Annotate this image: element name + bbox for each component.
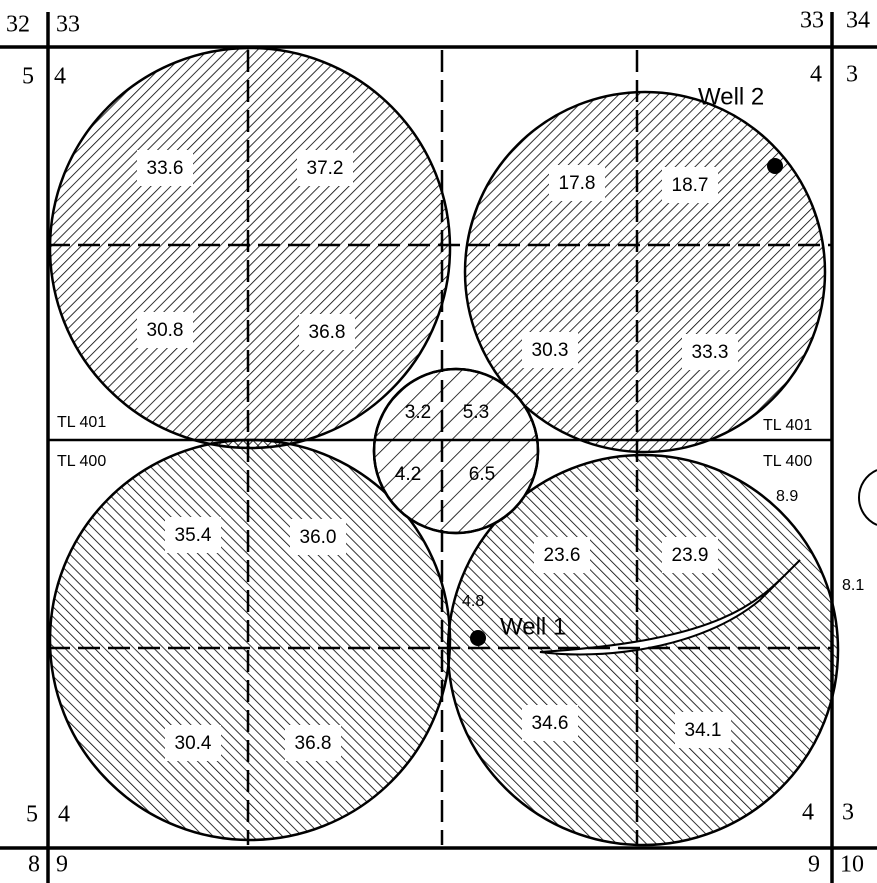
circle (372, 367, 540, 535)
value-box (299, 314, 355, 350)
quadrant-value: 33.6 (147, 158, 184, 179)
section-number: 4 (802, 800, 814, 826)
tract-label: TL 401 (763, 417, 812, 434)
section-number: 8 (28, 852, 40, 878)
quadrant-value: 6.5 (469, 464, 495, 485)
quadrant-value: 17.8 (559, 173, 596, 194)
section-number: 3 (842, 800, 854, 826)
value-box (675, 712, 731, 748)
quadrant-value: 36.8 (295, 733, 332, 754)
quadrant-value: 35.4 (175, 525, 212, 546)
quadrant-value: 3.2 (405, 402, 431, 423)
quadrant-value: 4.2 (395, 464, 421, 485)
section-lines (0, 12, 877, 883)
section-number: 5 (26, 802, 38, 828)
quadrant-value: 23.6 (544, 545, 581, 566)
label-box (760, 415, 830, 437)
section-number: 4 (54, 64, 66, 90)
quadrant-value: 37.2 (307, 158, 344, 179)
quadrant-values: 33.6 37.2 30.8 36.8 17.8 18.7 30.3 33.3 3.2 5.3 4.… (137, 150, 738, 761)
value-box (522, 332, 578, 368)
quadrant-value: 34.6 (532, 713, 569, 734)
well-label: Well 2 (698, 83, 764, 110)
well-label: Well 1 (500, 613, 566, 640)
section-number: 9 (808, 852, 820, 878)
quadrant-value: 33.3 (692, 342, 729, 363)
section-number: 33 (56, 12, 80, 38)
section-number: 33 (800, 8, 824, 34)
area-label: 4.8 (462, 593, 484, 610)
quadrant-value: 18.7 (672, 175, 709, 196)
partial-circle (857, 469, 877, 526)
value-box (165, 517, 221, 553)
value-box (285, 725, 341, 761)
value-box (522, 705, 578, 741)
value-box (534, 537, 590, 573)
tract-label: TL 401 (57, 414, 106, 431)
well-marker (470, 630, 486, 646)
section-number: 34 (846, 8, 870, 34)
quadrant-value: 36.0 (300, 527, 337, 548)
value-box (549, 165, 605, 201)
section-number: 10 (840, 852, 864, 878)
value-box (137, 150, 193, 186)
quadrant-value: 30.3 (532, 340, 569, 361)
label-box (760, 450, 830, 472)
value-box (297, 150, 353, 186)
quadrant-value: 5.3 (463, 402, 489, 423)
label-box (52, 412, 124, 434)
tract-label: TL 400 (57, 453, 106, 470)
quadrant-value: 23.9 (672, 545, 709, 566)
section-number: 32 (6, 12, 30, 38)
section-number: 5 (22, 64, 34, 90)
quadrant-value: 30.4 (175, 733, 212, 754)
tract-label: TL 400 (763, 453, 812, 470)
quadrant-value: 34.1 (685, 720, 722, 741)
section-number: 4 (810, 62, 822, 88)
section-numbers: 32 33 33 34 5 4 4 3 5 4 4 3 8 9 9 10 (6, 8, 870, 878)
value-box (290, 519, 346, 555)
area-label: 8.1 (842, 577, 864, 594)
circle (48, 46, 452, 450)
value-box (662, 537, 718, 573)
area-label: 8.9 (776, 488, 798, 505)
value-box (137, 312, 193, 348)
section-number: 3 (846, 62, 858, 88)
value-box (682, 334, 738, 370)
quadrant-value: 36.8 (309, 322, 346, 343)
excluded-area (539, 559, 801, 656)
well-marker (767, 158, 783, 174)
value-box (165, 725, 221, 761)
value-box (662, 167, 718, 203)
quadrant-value: 30.8 (147, 320, 184, 341)
label-box (52, 450, 124, 472)
section-number: 4 (58, 802, 70, 828)
section-number: 9 (56, 852, 68, 878)
